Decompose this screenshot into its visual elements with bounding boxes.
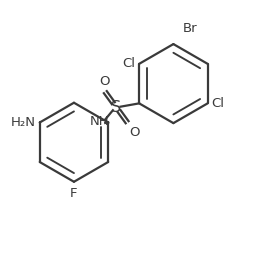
Text: O: O xyxy=(129,126,139,139)
Text: Br: Br xyxy=(182,22,196,35)
Text: O: O xyxy=(99,75,109,88)
Text: NH: NH xyxy=(89,115,109,128)
Text: Cl: Cl xyxy=(211,97,224,110)
Text: Cl: Cl xyxy=(122,57,135,70)
Text: F: F xyxy=(70,187,77,200)
Text: S: S xyxy=(111,100,121,115)
Text: H₂N: H₂N xyxy=(11,116,36,129)
